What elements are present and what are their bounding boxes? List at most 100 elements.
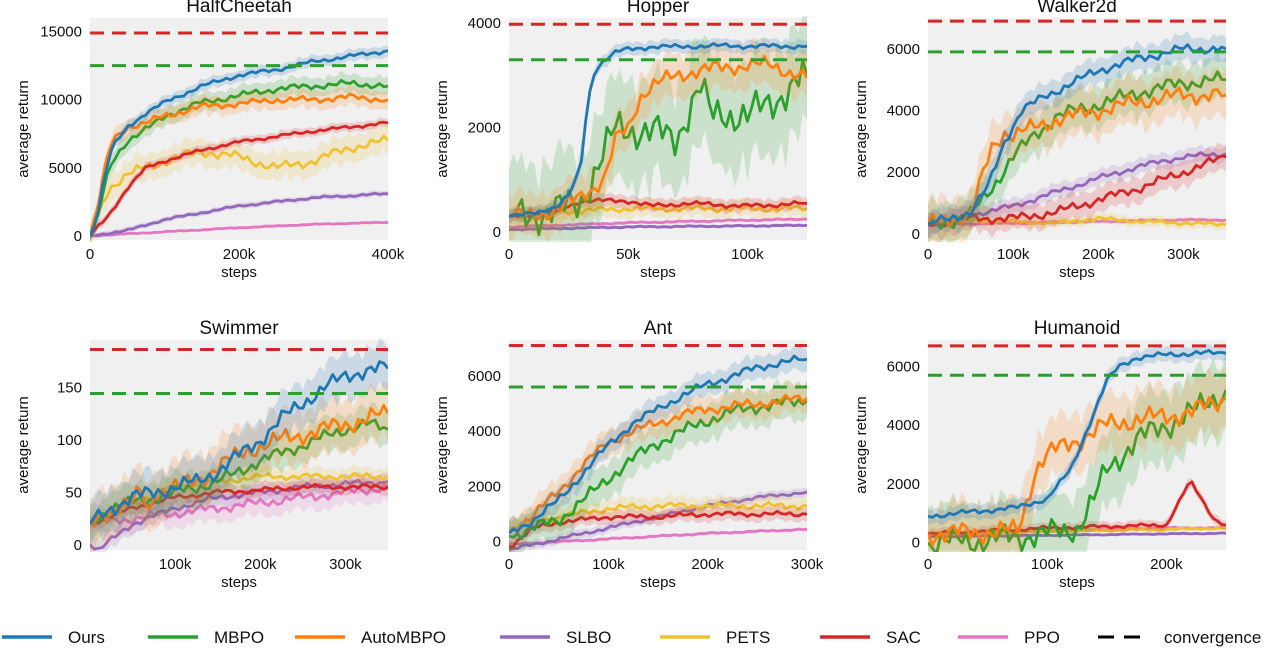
x-tick-label: 50k <box>616 246 641 263</box>
series-band-mbpo <box>509 378 807 552</box>
series-band-mbpo <box>928 50 1226 242</box>
series-line-ours <box>509 42 807 218</box>
y-axis-label: average return <box>434 80 451 178</box>
plot-content <box>90 45 388 242</box>
x-tick-label: 0 <box>86 246 94 263</box>
series-line-sac <box>90 120 388 237</box>
series-band-sac <box>928 142 1226 242</box>
x-axis-label: steps <box>221 574 257 591</box>
series-line-autombpo <box>928 396 1226 547</box>
series-band-autombpo <box>90 380 388 552</box>
y-tick-label: 4000 <box>887 103 920 120</box>
x-tick-label: 400k <box>372 246 405 263</box>
x-axis-label: steps <box>640 264 676 281</box>
panel-ant: Ant 0 2000 4000 6000 0 100k 200k 300k steps averag… <box>434 318 824 591</box>
plot-content <box>509 16 807 242</box>
series-band-sac <box>90 477 388 531</box>
y-tick-label: 0 <box>493 534 501 551</box>
series-line-slbo <box>90 191 388 238</box>
series-line-ppo <box>509 217 807 229</box>
y-axis-label: average return <box>15 80 32 178</box>
legend: Ours MBPO AutoMBPO SLBO PETS SAC PPO convergenc… <box>2 628 1261 647</box>
plot-content <box>509 344 807 552</box>
series-band-ours <box>509 37 807 225</box>
series-band-ours <box>928 343 1226 526</box>
series-line-slbo <box>90 478 388 551</box>
y-tick-label: 100 <box>57 432 82 449</box>
panel-title: Swimmer <box>199 318 279 339</box>
y-tick-label: 150 <box>57 379 82 396</box>
plot-content <box>928 343 1226 552</box>
series-line-ours <box>90 49 388 237</box>
panel-title: Hopper <box>627 0 690 17</box>
x-tick-label: 300k <box>791 556 824 573</box>
legend-item-convergence: convergence <box>1098 628 1261 647</box>
y-axis-label: average return <box>853 80 870 178</box>
x-axis-label: steps <box>1059 574 1095 591</box>
series-line-pets <box>509 500 807 531</box>
y-tick-label: 4000 <box>468 423 501 440</box>
series-line-slbo <box>509 223 807 232</box>
y-tick-label: 0 <box>74 228 82 245</box>
series-band-autombpo <box>509 379 807 549</box>
y-tick-label: 0 <box>912 535 920 552</box>
legend-item-mbpo: MBPO <box>148 628 264 647</box>
y-tick-label: 5000 <box>49 160 82 177</box>
legend-label: MBPO <box>214 628 264 647</box>
series-band-sac <box>509 504 807 552</box>
series-line-autombpo <box>509 393 807 535</box>
series-line-ppo <box>90 483 388 528</box>
y-tick-label: 10000 <box>40 92 82 109</box>
x-tick-label: 300k <box>329 556 362 573</box>
legend-label: SAC <box>886 628 921 647</box>
series-line-ours <box>928 43 1226 226</box>
y-tick-label: 0 <box>912 226 920 243</box>
legend-label: AutoMBPO <box>361 628 446 647</box>
series-line-mbpo <box>509 58 807 237</box>
panel-walker2d: Walker2d 0 2000 4000 6000 0 100k 200k 300k steps a… <box>853 0 1226 281</box>
legend-item-sac: SAC <box>820 628 921 647</box>
legend-item-slbo: SLBO <box>500 628 611 647</box>
series-line-autombpo <box>90 403 388 526</box>
x-axis-label: steps <box>640 574 676 591</box>
series-line-ours <box>509 354 807 535</box>
y-tick-label: 4000 <box>468 15 501 32</box>
y-tick-label: 2000 <box>468 120 501 137</box>
series-band-slbo <box>90 471 388 552</box>
x-tick-label: 200k <box>223 246 256 263</box>
y-axis-label: average return <box>434 396 451 494</box>
x-tick-label: 200k <box>1082 246 1115 263</box>
series-line-mbpo <box>509 395 807 541</box>
y-tick-label: 6000 <box>887 41 920 58</box>
y-tick-label: 6000 <box>468 368 501 385</box>
series-band-slbo <box>928 144 1226 234</box>
series-band-autombpo <box>90 83 388 242</box>
series-band-autombpo <box>928 65 1226 242</box>
legend-label: PETS <box>726 628 770 647</box>
x-tick-label: 0 <box>924 246 932 263</box>
y-axis-label: average return <box>15 396 32 494</box>
y-tick-label: 2000 <box>887 476 920 493</box>
y-tick-label: 0 <box>493 224 501 241</box>
legend-item-ours: Ours <box>2 628 105 647</box>
series-band-pets <box>90 122 388 242</box>
series-line-autombpo <box>509 54 807 221</box>
x-tick-label: 300k <box>1167 246 1200 263</box>
series-band-mbpo <box>90 70 388 242</box>
panel-title: HalfCheetah <box>186 0 292 17</box>
series-line-pets <box>90 471 388 526</box>
plot-content <box>928 31 1226 242</box>
legend-label: PPO <box>1024 628 1060 647</box>
panel-title: Humanoid <box>1034 318 1121 339</box>
series-line-sac <box>90 482 388 526</box>
y-tick-label: 2000 <box>468 478 501 495</box>
legend-item-ppo: PPO <box>958 628 1060 647</box>
series-line-pets <box>509 203 807 220</box>
x-tick-label: 100k <box>997 246 1030 263</box>
y-tick-label: 0 <box>74 537 82 554</box>
x-tick-label: 100k <box>731 246 764 263</box>
x-tick-label: 100k <box>159 556 192 573</box>
legend-item-autombpo: AutoMBPO <box>295 628 446 647</box>
x-tick-label: 0 <box>505 556 513 573</box>
